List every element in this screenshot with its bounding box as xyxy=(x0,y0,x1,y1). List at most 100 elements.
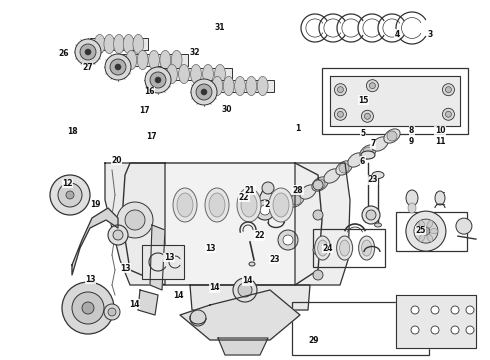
Ellipse shape xyxy=(126,50,137,69)
Text: 22: 22 xyxy=(254,231,265,240)
Text: 18: 18 xyxy=(67,127,78,136)
Bar xyxy=(90,38,148,50)
Ellipse shape xyxy=(235,76,245,96)
Circle shape xyxy=(451,326,459,334)
Circle shape xyxy=(451,306,459,314)
Circle shape xyxy=(406,211,446,251)
Ellipse shape xyxy=(273,193,289,217)
Ellipse shape xyxy=(408,203,416,213)
Text: 12: 12 xyxy=(62,179,73,188)
Text: 17: 17 xyxy=(147,132,157,140)
Text: 4: 4 xyxy=(394,30,399,39)
Ellipse shape xyxy=(202,64,214,84)
Circle shape xyxy=(387,131,397,141)
Ellipse shape xyxy=(359,236,375,260)
Text: 28: 28 xyxy=(293,186,303,194)
Circle shape xyxy=(155,77,161,83)
Ellipse shape xyxy=(288,193,304,207)
Bar xyxy=(292,302,429,355)
Circle shape xyxy=(411,306,419,314)
Text: 5: 5 xyxy=(360,129,365,138)
Text: 16: 16 xyxy=(144,87,155,96)
Ellipse shape xyxy=(205,188,229,222)
Text: 23: 23 xyxy=(269,255,280,264)
Ellipse shape xyxy=(160,50,171,69)
Ellipse shape xyxy=(137,50,148,69)
Circle shape xyxy=(442,84,454,96)
Ellipse shape xyxy=(406,190,418,206)
Ellipse shape xyxy=(419,234,425,242)
Circle shape xyxy=(369,83,375,89)
Polygon shape xyxy=(190,285,310,310)
Circle shape xyxy=(313,210,323,220)
Ellipse shape xyxy=(209,193,225,217)
Circle shape xyxy=(411,326,419,334)
Circle shape xyxy=(272,200,288,216)
Text: 13: 13 xyxy=(120,264,130,273)
Text: 8: 8 xyxy=(409,126,414,135)
Circle shape xyxy=(75,39,101,65)
Ellipse shape xyxy=(324,169,340,183)
Circle shape xyxy=(238,283,252,297)
Ellipse shape xyxy=(318,240,328,256)
Text: 21: 21 xyxy=(245,186,255,194)
Ellipse shape xyxy=(300,185,316,199)
Ellipse shape xyxy=(133,35,144,54)
Ellipse shape xyxy=(348,153,364,167)
Circle shape xyxy=(334,84,346,96)
Text: 14: 14 xyxy=(129,300,140,309)
Text: 19: 19 xyxy=(90,200,101,209)
Ellipse shape xyxy=(427,234,433,242)
Ellipse shape xyxy=(269,188,293,222)
Ellipse shape xyxy=(177,193,193,217)
Ellipse shape xyxy=(312,177,328,191)
Circle shape xyxy=(315,179,325,189)
Circle shape xyxy=(255,200,275,220)
Ellipse shape xyxy=(212,76,223,96)
Ellipse shape xyxy=(362,240,371,256)
Circle shape xyxy=(362,110,373,122)
Ellipse shape xyxy=(372,137,388,151)
Polygon shape xyxy=(218,338,268,355)
Ellipse shape xyxy=(419,221,425,228)
Ellipse shape xyxy=(167,64,177,84)
Ellipse shape xyxy=(123,35,134,54)
Polygon shape xyxy=(330,76,461,126)
Ellipse shape xyxy=(414,229,422,234)
Text: 13: 13 xyxy=(164,253,174,262)
Bar xyxy=(142,245,184,279)
Circle shape xyxy=(442,108,454,120)
Ellipse shape xyxy=(435,191,445,205)
Ellipse shape xyxy=(360,145,376,159)
Ellipse shape xyxy=(172,50,182,69)
Circle shape xyxy=(125,210,145,230)
Polygon shape xyxy=(258,185,272,218)
Circle shape xyxy=(431,326,439,334)
Text: 26: 26 xyxy=(58,49,69,58)
Polygon shape xyxy=(180,290,300,340)
Polygon shape xyxy=(295,163,350,285)
Text: 30: 30 xyxy=(221,105,232,114)
Ellipse shape xyxy=(223,76,234,96)
Polygon shape xyxy=(105,163,165,285)
Circle shape xyxy=(62,282,114,334)
Circle shape xyxy=(334,108,346,120)
Bar xyxy=(322,68,468,134)
Polygon shape xyxy=(396,295,476,348)
Circle shape xyxy=(338,87,343,93)
Polygon shape xyxy=(122,163,322,285)
Circle shape xyxy=(105,54,131,80)
Circle shape xyxy=(72,292,104,324)
Circle shape xyxy=(366,210,376,220)
Circle shape xyxy=(108,225,128,245)
Polygon shape xyxy=(138,290,158,315)
Circle shape xyxy=(278,230,298,250)
Circle shape xyxy=(362,206,380,224)
Ellipse shape xyxy=(246,76,257,96)
Circle shape xyxy=(339,163,349,173)
Circle shape xyxy=(466,326,474,334)
Circle shape xyxy=(445,87,451,93)
Circle shape xyxy=(85,49,91,55)
Circle shape xyxy=(313,245,323,255)
Ellipse shape xyxy=(340,240,350,256)
